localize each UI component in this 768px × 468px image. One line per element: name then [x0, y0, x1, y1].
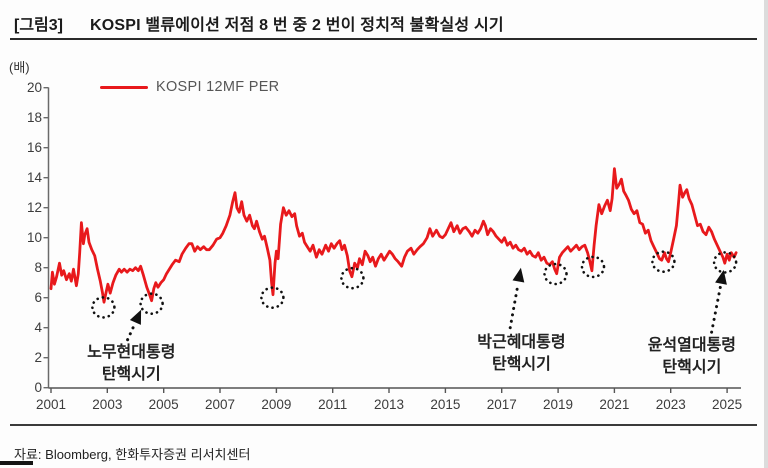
annotation-text-line: 탄핵시기: [101, 366, 161, 384]
annotation-arrow-head: [129, 309, 142, 325]
x-tick-label: 2007: [204, 397, 236, 412]
annotation-arrow-head: [715, 269, 727, 285]
low-point-circle: [340, 266, 365, 290]
low-point-circle: [580, 255, 606, 279]
page-edge-strip: [764, 0, 768, 468]
x-tick-label: 2009: [261, 397, 292, 412]
x-tick-label: 2021: [599, 397, 630, 412]
page-title: KOSPI 밸류에이션 저점 8 번 중 2 번이 정치적 불확실성 시기: [90, 17, 504, 34]
x-tick-label: 2015: [430, 397, 461, 412]
legend-series-label: KOSPI 12MF PER: [156, 79, 280, 95]
x-tick-label: 2017: [486, 397, 517, 412]
x-tick-label: 2023: [655, 397, 686, 412]
x-tick-label: 2001: [35, 397, 67, 412]
y-tick-label: 14: [26, 169, 42, 185]
kospi-per-series-line: [49, 167, 738, 304]
annotation-arrow-shaft: [710, 284, 723, 334]
y-tick-label: 18: [26, 109, 42, 125]
annotation-text-line: 탄핵시기: [662, 359, 722, 377]
x-tick-label: 2003: [92, 397, 123, 412]
figure-header: [그림3] KOSPI 밸류에이션 저점 8 번 중 2 번이 정치적 불확실성…: [0, 0, 768, 40]
x-tick-label: 2019: [543, 397, 574, 412]
y-tick-label: 4: [34, 319, 42, 335]
chart-legend: KOSPI 12MF PER: [100, 79, 279, 95]
low-point-circle: [260, 286, 285, 310]
annotation-text-line: 박근혜대통령: [477, 334, 566, 352]
annotation-arrow-head: [512, 267, 525, 283]
y-tick-label: 12: [26, 199, 42, 215]
y-tick-label: 0: [34, 379, 42, 395]
y-tick-label: 16: [26, 139, 42, 155]
annotation-arrow-shaft: [126, 322, 137, 342]
x-tick-label: 2013: [374, 397, 405, 412]
legend-line-swatch: [100, 85, 148, 89]
x-tick-label: 2005: [148, 397, 179, 412]
bottom-divider: [10, 424, 757, 426]
y-tick-label: 10: [26, 229, 42, 245]
y-tick-label: 2: [34, 349, 42, 365]
figure-number-label: [그림3]: [14, 17, 63, 34]
y-tick-label: 20: [26, 79, 42, 95]
low-point-circle: [91, 296, 116, 319]
y-tick-label: 8: [34, 259, 42, 275]
low-point-circle: [651, 250, 676, 274]
x-tick-label: 2025: [712, 397, 743, 412]
low-point-circle: [543, 262, 568, 286]
annotation-text-line: 노무현대통령: [87, 344, 176, 362]
source-note: 자료: Bloomberg, 한화투자증권 리서치센터: [14, 447, 251, 462]
annotation-text-line: 탄핵시기: [491, 356, 551, 374]
annotation-text-line: 윤석열대통령: [647, 337, 737, 355]
low-point-circle: [712, 251, 738, 274]
low-point-circle: [139, 292, 164, 316]
cropped-content-line: [0, 461, 33, 465]
y-tick-label: 6: [34, 289, 42, 305]
x-tick-label: 2011: [318, 397, 348, 412]
title-divider: [10, 38, 757, 40]
annotation-arrow-shaft: [508, 282, 520, 330]
y-axis-unit-label: (배): [9, 60, 30, 75]
